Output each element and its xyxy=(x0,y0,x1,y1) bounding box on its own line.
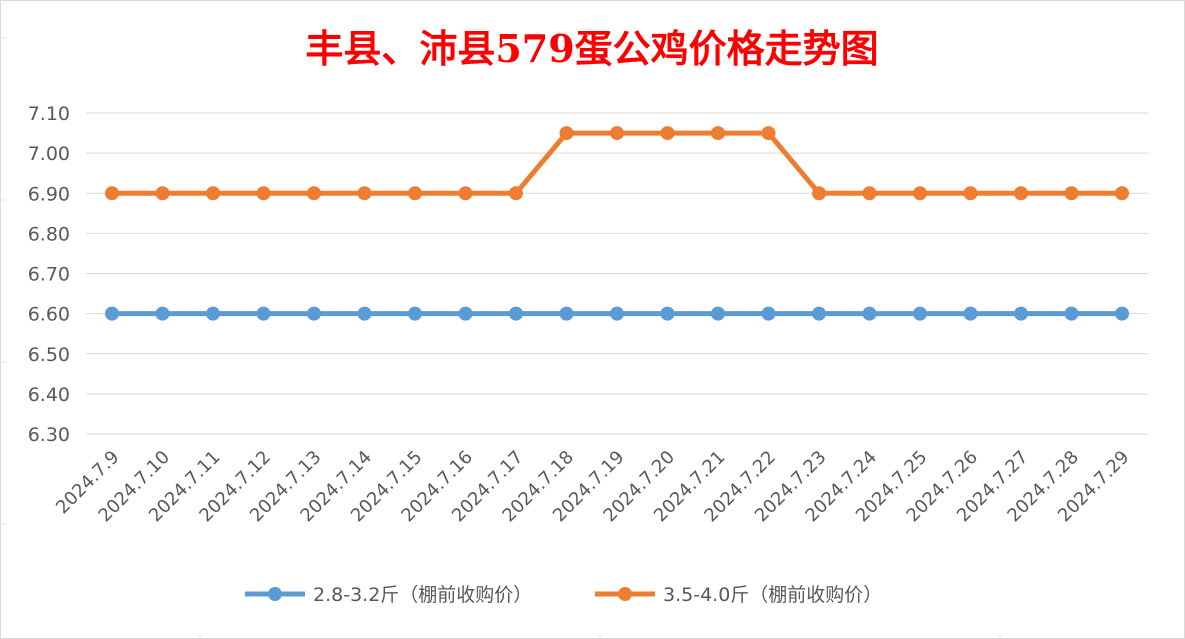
data-point xyxy=(105,186,119,201)
data-point xyxy=(711,126,725,141)
data-point xyxy=(408,186,422,201)
data-point xyxy=(307,306,321,321)
data-point xyxy=(256,306,271,321)
legend-label: 3.5-4.0斤（棚前收购价） xyxy=(663,584,882,606)
y-tick-label: 7.10 xyxy=(28,103,70,125)
y-tick-label: 6.30 xyxy=(28,424,70,446)
data-point xyxy=(1064,186,1079,201)
data-point xyxy=(1064,306,1079,321)
data-point xyxy=(509,306,523,321)
y-tick-label: 7.00 xyxy=(28,143,70,165)
data-point xyxy=(1014,186,1028,201)
y-tick-label: 6.80 xyxy=(28,223,70,245)
data-point xyxy=(1014,306,1028,321)
legend-swatch-marker xyxy=(618,587,632,601)
data-point xyxy=(559,306,574,321)
data-point xyxy=(206,186,220,201)
y-tick-label: 6.40 xyxy=(28,384,70,406)
data-point xyxy=(155,186,170,201)
data-point xyxy=(307,186,321,201)
data-point xyxy=(913,186,927,201)
data-point xyxy=(458,306,473,321)
data-point xyxy=(660,126,675,141)
data-point xyxy=(1115,186,1129,201)
y-tick-label: 6.70 xyxy=(28,264,70,286)
data-point xyxy=(105,306,119,321)
data-point xyxy=(812,306,826,321)
data-point xyxy=(862,186,877,201)
y-tick-label: 6.90 xyxy=(28,183,70,205)
data-point xyxy=(357,306,372,321)
data-point xyxy=(408,306,422,321)
y-gridlines xyxy=(86,112,1148,435)
data-point xyxy=(711,306,725,321)
data-point xyxy=(761,306,776,321)
data-point xyxy=(610,306,624,321)
series-line-2 xyxy=(109,130,1125,196)
data-point xyxy=(559,126,574,141)
data-point xyxy=(1115,306,1129,321)
data-point xyxy=(155,306,170,321)
legend-swatch-marker xyxy=(268,587,282,601)
data-point xyxy=(206,306,220,321)
data-point xyxy=(256,186,271,201)
data-point xyxy=(610,126,624,141)
y-tick-label: 6.50 xyxy=(28,344,70,366)
data-point xyxy=(862,306,877,321)
chart-title: 丰县、沛县579蛋公鸡价格走势图 xyxy=(305,26,878,71)
data-point xyxy=(913,306,927,321)
data-point xyxy=(963,186,978,201)
y-tick-label: 6.60 xyxy=(28,304,70,326)
data-point xyxy=(509,186,523,201)
data-point xyxy=(458,186,473,201)
data-point xyxy=(660,306,675,321)
data-point xyxy=(357,186,372,201)
data-point xyxy=(812,186,826,201)
data-point xyxy=(963,306,978,321)
y-axis-ticks: 6.30 6.40 6.50 6.60 6.70 6.80 6.90 7.00 7.10 xyxy=(28,103,70,446)
series-lines xyxy=(109,130,1125,317)
x-axis-ticks: 2024.7.92024.7.102024.7.112024.7.122024.… xyxy=(52,447,1134,527)
legend-label: 2.8-3.2斤（棚前收购价） xyxy=(313,584,532,606)
data-point xyxy=(761,126,776,141)
legend: 2.8-3.2斤（棚前收购价） 3.5-4.0斤（棚前收购价） xyxy=(245,584,882,606)
series-points xyxy=(105,126,1129,321)
